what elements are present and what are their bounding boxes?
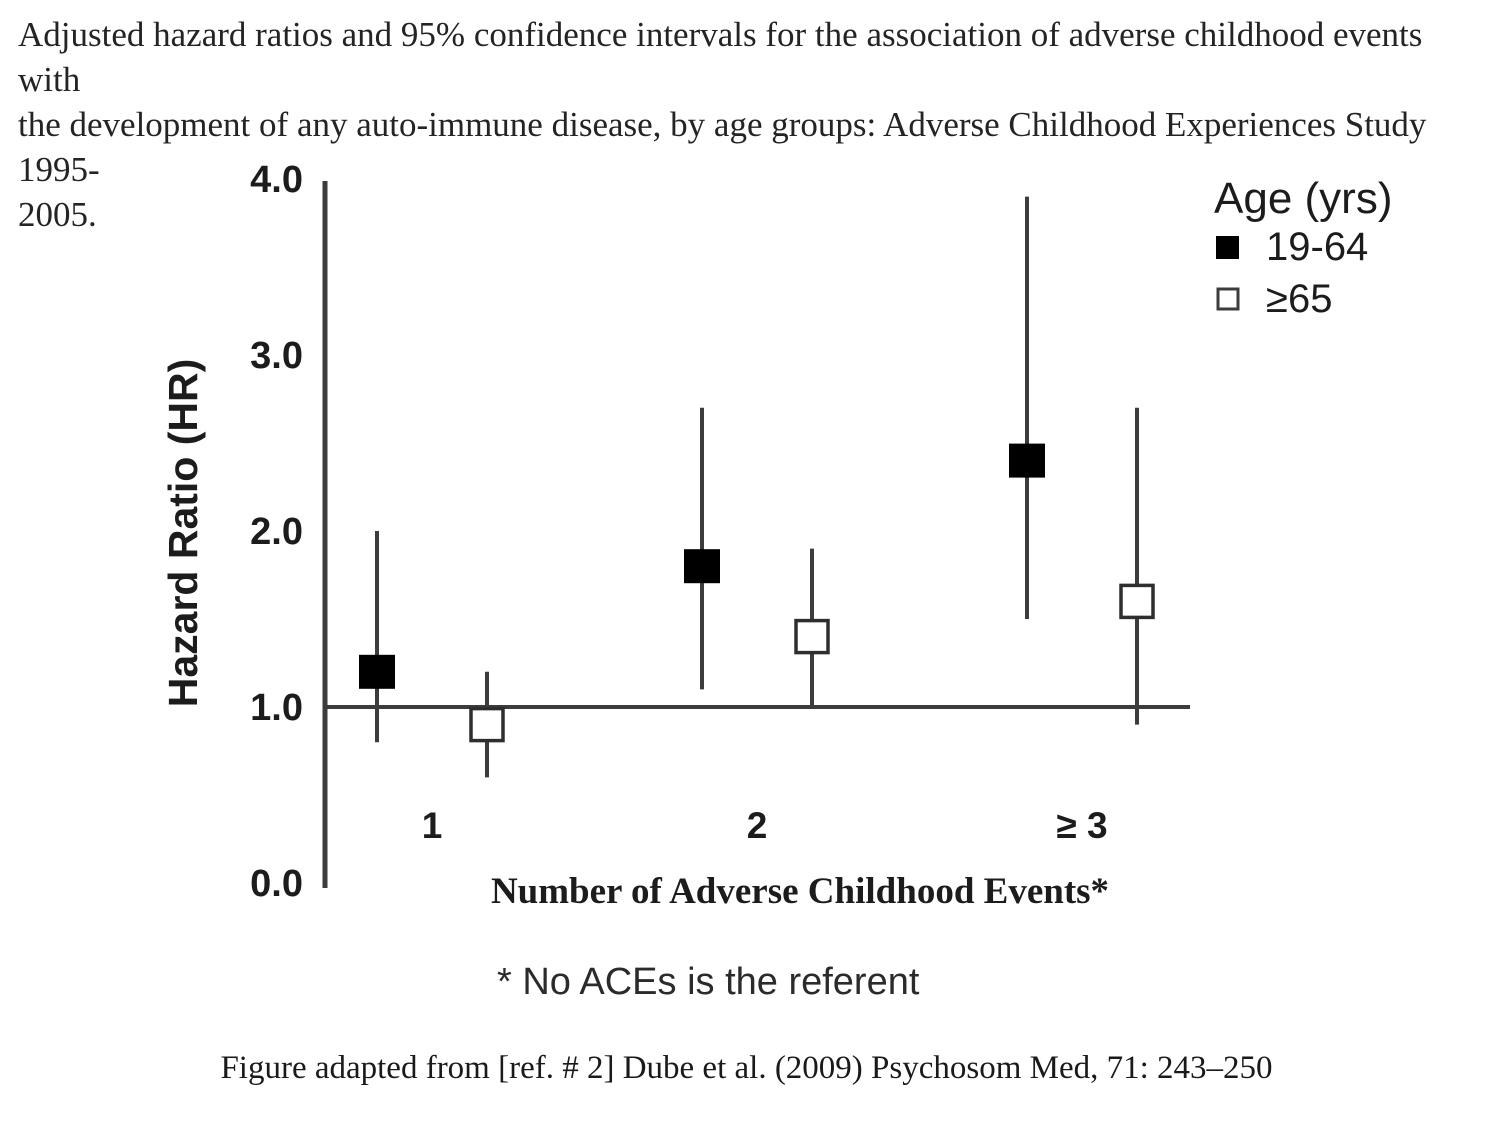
y-axis-title: Hazard Ratio (HR) <box>160 359 206 708</box>
figure-caption: Figure adapted from [ref. # 2] Dube et a… <box>220 1050 1273 1086</box>
chart-footnote: * No ACEs is the referent <box>497 961 920 1003</box>
legend-filled-square-icon <box>1216 236 1239 259</box>
figure-title-line: the development of any auto-immune disea… <box>18 105 1427 189</box>
x-tick-label: 2 <box>747 805 768 846</box>
hr-marker-filled-square <box>359 654 395 689</box>
hr-marker-open-square <box>1119 583 1155 620</box>
y-tick-label: 4.0 <box>250 159 303 201</box>
hr-marker-open-square <box>469 706 505 743</box>
hr-marker-filled-square <box>1009 443 1045 478</box>
y-tick-label: 1.0 <box>250 687 303 729</box>
figure-title-line: Adjusted hazard ratios and 95% confidenc… <box>18 15 1423 99</box>
x-tick-label: 1 <box>422 805 443 846</box>
hr-marker-open-square <box>794 618 830 655</box>
legend-open-square-icon <box>1216 287 1240 311</box>
y-tick-label: 2.0 <box>250 511 303 553</box>
x-axis-title: Number of Adverse Childhood Events* <box>491 871 1109 912</box>
hr-marker-filled-square <box>684 549 720 584</box>
y-tick-label: 3.0 <box>250 335 303 377</box>
x-tick-label: ≥ 3 <box>1056 805 1107 846</box>
figure-title: Adjusted hazard ratios and 95% confidenc… <box>18 12 1480 237</box>
figure-title-line: 2005. <box>18 195 97 234</box>
legend-title: Age (yrs) <box>1214 174 1392 223</box>
legend-label: ≥65 <box>1266 277 1332 321</box>
legend-label: 19-64 <box>1266 225 1368 269</box>
y-tick-label: 0.0 <box>250 863 303 905</box>
